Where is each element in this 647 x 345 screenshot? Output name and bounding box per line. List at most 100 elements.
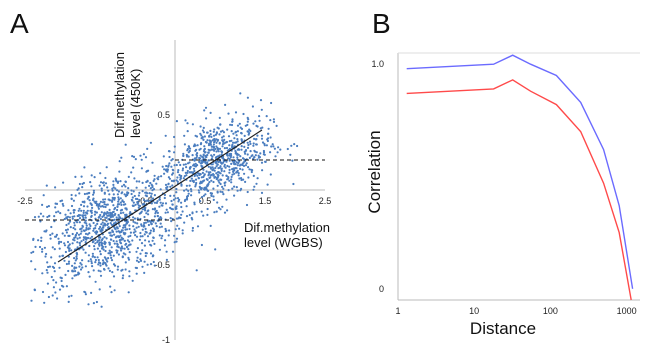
- scatter-point: [256, 134, 259, 137]
- x-tick-label: 1: [395, 306, 400, 316]
- scatter-point: [199, 200, 202, 203]
- scatter-point: [103, 191, 106, 194]
- scatter-point: [124, 226, 127, 229]
- scatter-point: [180, 205, 183, 209]
- scatter-point: [225, 146, 229, 150]
- scatter-point: [138, 204, 142, 208]
- scatter-point: [204, 154, 207, 157]
- scatter-point: [117, 253, 120, 256]
- scatter-point: [215, 132, 218, 135]
- scatter-point: [197, 177, 200, 180]
- scatter-point: [90, 174, 93, 177]
- scatter-point: [175, 191, 178, 194]
- scatter-point: [103, 212, 106, 215]
- scatter-point: [218, 133, 221, 136]
- scatter-point: [116, 203, 120, 206]
- scatter-point: [207, 151, 210, 154]
- scatter-point: [133, 194, 136, 198]
- scatter-point: [106, 186, 109, 189]
- scatter-point: [136, 247, 139, 250]
- scatter-point: [116, 193, 119, 196]
- scatter-point: [135, 250, 138, 253]
- scatter-point: [160, 225, 163, 228]
- scatter-point: [151, 208, 154, 211]
- scatter-point: [108, 193, 111, 196]
- scatter-point: [203, 147, 206, 150]
- scatter-point: [166, 170, 169, 173]
- x-tick-label: 0.5: [199, 196, 212, 206]
- scatter-point: [221, 174, 224, 177]
- scatter-point: [125, 228, 129, 231]
- scatter-point: [244, 164, 247, 167]
- scatter-point: [119, 180, 122, 183]
- scatter-point: [125, 207, 128, 210]
- scatter-point: [208, 181, 211, 184]
- scatter-point: [114, 187, 117, 190]
- scatter-point: [77, 271, 80, 274]
- scatter-point: [159, 216, 162, 219]
- scatter-point: [81, 186, 84, 189]
- scatter-point: [166, 168, 169, 171]
- scatter-point: [113, 242, 116, 245]
- scatter-point: [83, 290, 86, 293]
- scatter-point: [265, 115, 268, 118]
- scatter-point: [177, 169, 180, 172]
- scatter-point: [203, 135, 206, 138]
- scatter-point: [127, 175, 130, 178]
- scatter-point: [236, 124, 240, 127]
- scatter-point: [215, 138, 218, 141]
- scatter-point: [80, 227, 83, 230]
- scatter-point: [217, 171, 220, 174]
- scatter-point: [124, 203, 127, 206]
- scatter-point: [219, 182, 222, 186]
- scatter-point: [239, 189, 242, 192]
- scatter-point: [199, 125, 202, 128]
- scatter-point: [202, 214, 205, 217]
- scatter-point: [99, 264, 102, 267]
- scatter-point: [97, 207, 100, 210]
- scatter-point: [91, 206, 94, 209]
- scatter-point: [92, 229, 95, 232]
- scatter-point: [267, 127, 270, 130]
- scatter-point: [76, 241, 79, 244]
- panel-a-xlabel-line2: level (WGBS): [244, 235, 323, 250]
- scatter-point: [196, 152, 199, 155]
- scatter-point: [108, 208, 111, 211]
- scatter-point: [159, 222, 162, 225]
- scatter-point: [49, 237, 52, 240]
- scatter-point: [142, 198, 146, 202]
- scatter-point: [211, 166, 214, 169]
- scatter-point: [188, 149, 191, 153]
- scatter-point: [128, 251, 131, 254]
- scatter-point: [76, 188, 79, 191]
- scatter-point: [42, 215, 45, 218]
- panel-b-line-chart: B 1 10 100 1000 1.00 Correlation Distance: [365, 8, 640, 338]
- scatter-point: [191, 123, 194, 126]
- scatter-point: [146, 235, 150, 238]
- scatter-point: [263, 144, 266, 147]
- scatter-point: [209, 111, 212, 114]
- scatter-point: [79, 268, 83, 271]
- scatter-point: [191, 226, 194, 230]
- scatter-point: [198, 191, 201, 194]
- scatter-point: [204, 186, 207, 189]
- panel-b-series: [406, 54, 634, 301]
- scatter-point: [124, 180, 127, 183]
- scatter-point: [184, 119, 187, 122]
- scatter-point: [249, 129, 252, 133]
- scatter-point: [53, 248, 56, 251]
- scatter-point: [56, 297, 59, 300]
- scatter-point: [193, 159, 196, 162]
- scatter-point: [111, 199, 114, 202]
- scatter-point: [41, 248, 44, 251]
- scatter-point: [240, 132, 243, 135]
- scatter-point: [98, 204, 101, 207]
- scatter-point: [209, 176, 212, 179]
- scatter-point: [135, 272, 138, 275]
- scatter-point: [95, 230, 98, 233]
- scatter-point: [94, 217, 97, 220]
- scatter-point: [181, 229, 184, 232]
- scatter-point: [118, 216, 122, 219]
- panel-b-x-ticks: 1 10 100 1000: [395, 306, 636, 316]
- scatter-point: [105, 220, 108, 223]
